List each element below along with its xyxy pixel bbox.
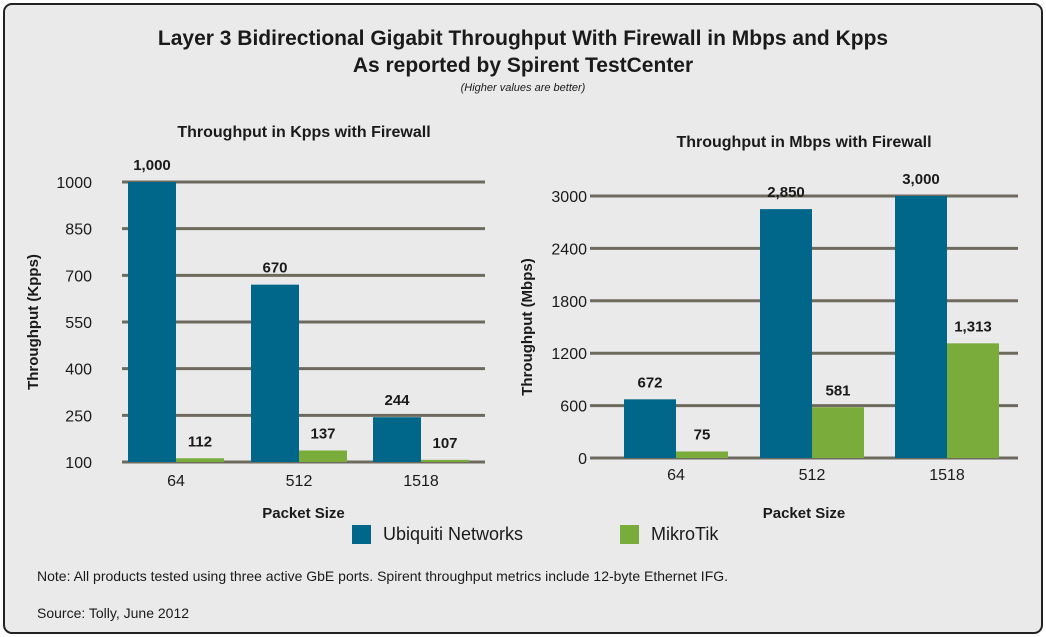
- chart2-y-tick-label: 1200: [551, 346, 587, 363]
- chart2-y-tick-label: 600: [560, 399, 587, 416]
- chart2-bar-mikrotik: [947, 343, 999, 458]
- chart1-x-tick-label: 64: [167, 473, 185, 490]
- chart2-x-tick-label: 64: [667, 467, 685, 484]
- chart1-data-label: 670: [262, 260, 287, 277]
- legend-item-ubiquiti: Ubiquiti Networks: [352, 524, 523, 545]
- chart2-x-tick-label: 512: [799, 467, 826, 484]
- chart-title: Layer 3 Bidirectional Gigabit Throughput…: [157, 27, 889, 50]
- legend-item-mikrotik: MikroTik: [620, 524, 718, 545]
- source-note: Source: Tolly, June 2012: [37, 605, 190, 621]
- chart1-y-tick-label: 850: [65, 222, 92, 239]
- chart1-data-label: 244: [384, 392, 410, 409]
- chart2-bar-ubiquiti: [760, 209, 812, 458]
- chart2-bar-ubiquiti: [624, 399, 676, 458]
- chart1-bar-mikrotik: [176, 458, 224, 462]
- chart1-x-tick-label: 1518: [403, 473, 439, 490]
- chart1-y-tick-label: 100: [65, 455, 92, 472]
- chart1-data-label: 1,000: [133, 157, 171, 174]
- chart2-data-label: 581: [825, 382, 850, 399]
- chart1-bar-ubiquiti: [128, 182, 176, 462]
- chart1-y-tick-label: 250: [65, 408, 92, 425]
- chart1-data-label: 112: [188, 433, 212, 450]
- chart1-x-tick-label: 512: [286, 473, 313, 490]
- chart1-y-tick-label: 400: [65, 362, 92, 379]
- chart1-bar-ubiquiti: [373, 417, 421, 462]
- chart1-title: Throughput in Kpps with Firewall: [177, 124, 430, 141]
- chart-subtitle: (Higher values are better): [460, 82, 586, 94]
- chart1-data-label: 107: [432, 435, 457, 452]
- chart2-data-label: 2,850: [767, 184, 805, 201]
- chart2-bar-ubiquiti: [895, 196, 947, 458]
- chart1-y-tick-label: 550: [65, 315, 92, 332]
- chart2-y-axis-label: Throughput (Mbps): [519, 258, 536, 395]
- legend-swatch-ubiquiti: [352, 525, 371, 544]
- chart-frame: [3, 3, 1043, 634]
- chart2-data-label: 3,000: [902, 171, 940, 188]
- chart2-data-label: 1,313: [954, 318, 992, 335]
- legend-swatch-mikrotik: [620, 525, 639, 544]
- chart2-data-label: 672: [637, 374, 662, 391]
- chart2-y-tick-label: 0: [578, 451, 587, 468]
- legend-label-mikrotik: MikroTik: [651, 524, 719, 544]
- chart1-bar-mikrotik: [421, 459, 469, 462]
- chart1-bar-mikrotik: [299, 450, 347, 462]
- chart2-y-tick-label: 3000: [551, 189, 587, 206]
- chart1-data-label: 137: [310, 425, 335, 442]
- chart2-x-tick-label: 1518: [929, 467, 965, 484]
- chart1-bar-ubiquiti: [251, 284, 299, 462]
- chart1-y-tick-label: 700: [65, 268, 92, 285]
- chart2-y-tick-label: 2400: [551, 241, 587, 258]
- chart1-x-axis-label: Packet Size: [262, 505, 345, 522]
- chart1-y-axis-label: Throughput (Kpps): [25, 254, 42, 390]
- legend-label-ubiquiti: Ubiquiti Networks: [383, 524, 524, 544]
- chart-title-line2: As reported by Spirent TestCenter: [352, 54, 694, 77]
- chart2-bar-mikrotik: [676, 451, 728, 458]
- chart2-bar-mikrotik: [812, 407, 864, 458]
- chart2-x-axis-label: Packet Size: [763, 505, 846, 522]
- footnote: Note: All products tested using three ac…: [37, 568, 729, 584]
- chart2-data-label: 75: [694, 426, 711, 443]
- chart2-y-tick-label: 1800: [551, 294, 587, 311]
- chart2-title: Throughput in Mbps with Firewall: [676, 134, 931, 151]
- chart1-y-tick-label: 1000: [56, 175, 92, 192]
